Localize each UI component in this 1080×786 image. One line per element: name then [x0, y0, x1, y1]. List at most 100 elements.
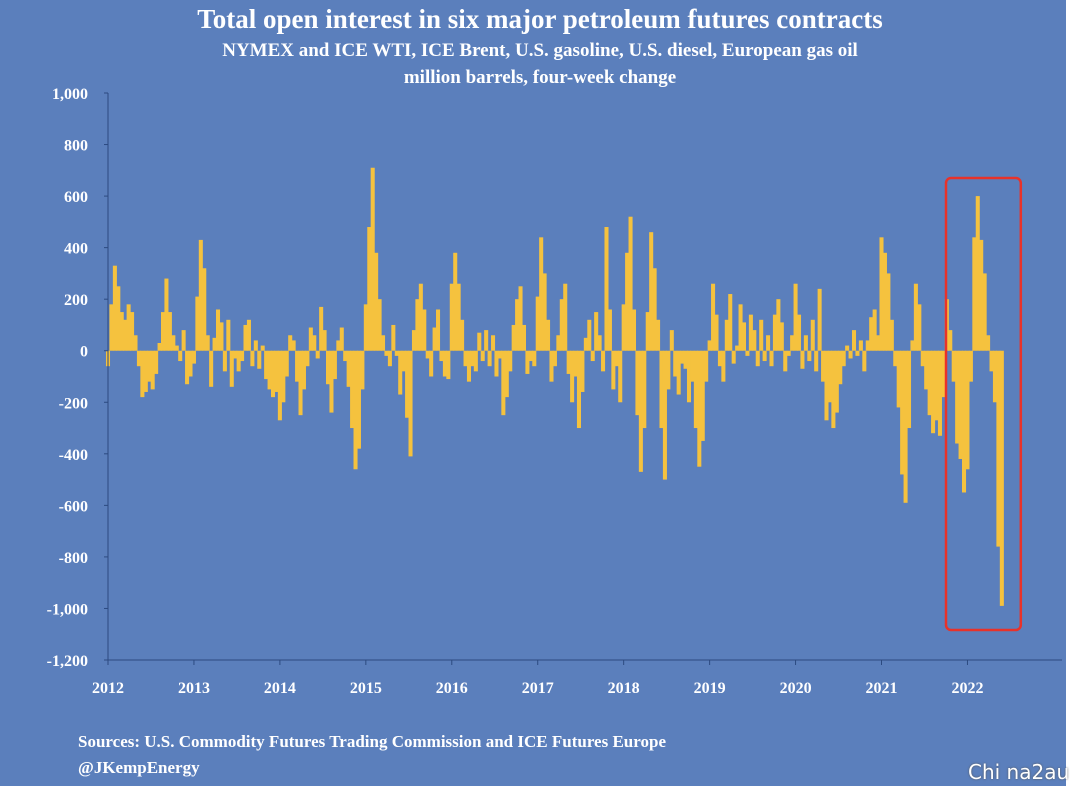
chart-bar: [518, 286, 523, 351]
chart-bar: [384, 350, 389, 356]
chart-bar: [941, 350, 946, 398]
chart-bar: [879, 237, 884, 351]
chart-bar: [800, 350, 805, 369]
chart-bar: [494, 350, 499, 377]
x-tick-label: 2017: [522, 680, 554, 697]
chart-bar: [865, 340, 870, 351]
chart-bar: [645, 312, 650, 351]
chart-bar: [893, 350, 898, 367]
chart-bar: [693, 350, 698, 429]
chart-bar: [814, 350, 819, 372]
chart-bar: [724, 319, 729, 351]
chart-bar: [112, 265, 117, 351]
chart-bar: [123, 319, 128, 351]
chart-bar: [907, 350, 912, 429]
chart-bar: [931, 350, 936, 434]
chart-bar: [398, 350, 403, 395]
y-tick-label: -400: [59, 447, 88, 464]
y-tick-label: -800: [59, 550, 88, 567]
chart-bar: [841, 350, 846, 367]
y-tick-label: -200: [59, 395, 88, 412]
chart-bar: [999, 350, 1004, 606]
chart-bar: [607, 309, 612, 351]
chart-bar: [741, 322, 747, 351]
chart-bar: [642, 350, 647, 429]
chart-bar: [215, 309, 221, 351]
chart-bar: [827, 350, 832, 403]
chart-bar: [539, 237, 544, 351]
chart-bar: [312, 335, 317, 351]
chart-bar: [236, 350, 241, 372]
chart-bar: [374, 252, 379, 351]
x-tick-label: 2018: [608, 680, 640, 697]
chart-bar: [872, 309, 877, 351]
chart-bar: [549, 350, 554, 382]
chart-bar: [786, 350, 791, 356]
chart-bar: [319, 306, 324, 351]
chart-bar: [466, 350, 471, 382]
chart-bar: [986, 335, 991, 351]
chart-bar: [271, 350, 276, 398]
chart-bar: [821, 350, 826, 382]
chart-bar: [301, 350, 306, 390]
chart-bar: [491, 335, 496, 351]
x-tick-label: 2021: [866, 680, 898, 697]
chart-bar: [848, 350, 853, 359]
chart-bar: [731, 350, 736, 364]
chart-bar: [147, 350, 152, 382]
chart-bar: [185, 350, 190, 385]
chart-bar: [411, 330, 416, 351]
chart-bar: [570, 350, 575, 403]
chart-bar: [635, 350, 640, 416]
chart-bar: [288, 335, 293, 351]
chart-bar: [143, 350, 148, 392]
chart-bar: [456, 283, 461, 351]
chart-bar: [855, 350, 860, 356]
chart-bar: [937, 350, 942, 436]
chart-bar: [573, 350, 578, 377]
chart-bar: [219, 322, 224, 351]
chart-bar: [171, 335, 176, 351]
chart-bar: [535, 296, 540, 351]
chart-bar: [917, 304, 922, 351]
chart-bar: [628, 216, 633, 351]
chart-bar: [401, 350, 406, 372]
chart-bar: [704, 350, 709, 382]
chart-bar: [659, 350, 664, 429]
chart-bar: [951, 350, 956, 382]
chart-bar: [700, 350, 705, 441]
chart-bar: [343, 350, 348, 362]
chart-bar: [167, 312, 172, 351]
chart-bar: [996, 350, 1001, 547]
chart-bar: [601, 350, 606, 372]
chart-title: Total open interest in six major petrole…: [197, 4, 883, 34]
chart-bar: [955, 350, 960, 444]
sources-note: Sources: U.S. Commodity Futures Trading …: [78, 732, 666, 751]
chart-bar: [697, 350, 702, 467]
y-tick-label: 800: [64, 138, 88, 155]
chart-bar: [484, 330, 489, 351]
chart-bar: [284, 350, 289, 377]
chart-bar: [295, 350, 300, 382]
chart-bar: [817, 288, 822, 351]
chart-bar: [405, 350, 410, 418]
chart-bar: [876, 335, 881, 351]
chart-bar: [913, 283, 918, 351]
chart-bar: [889, 319, 894, 351]
chart-bar: [576, 350, 581, 429]
chart-bar: [140, 350, 145, 398]
chart-bar: [824, 350, 829, 421]
chart-bar: [497, 350, 502, 359]
chart-bar: [308, 327, 313, 351]
chart-bar: [164, 278, 169, 351]
x-tick-label: 2020: [780, 680, 812, 697]
chart-bar: [267, 350, 272, 390]
chart-bar: [594, 312, 599, 351]
watermark: Chi na2au: [968, 760, 1070, 784]
chart-bar: [253, 340, 258, 351]
bar-chart: 1,000 800 600 400 200 0 -200 -400 -600 -800 -1,000…: [47, 86, 1062, 697]
y-tick-label: 600: [64, 189, 88, 206]
chart-bar: [972, 237, 977, 351]
chart-bar: [597, 335, 602, 351]
chart-bar: [759, 319, 764, 351]
